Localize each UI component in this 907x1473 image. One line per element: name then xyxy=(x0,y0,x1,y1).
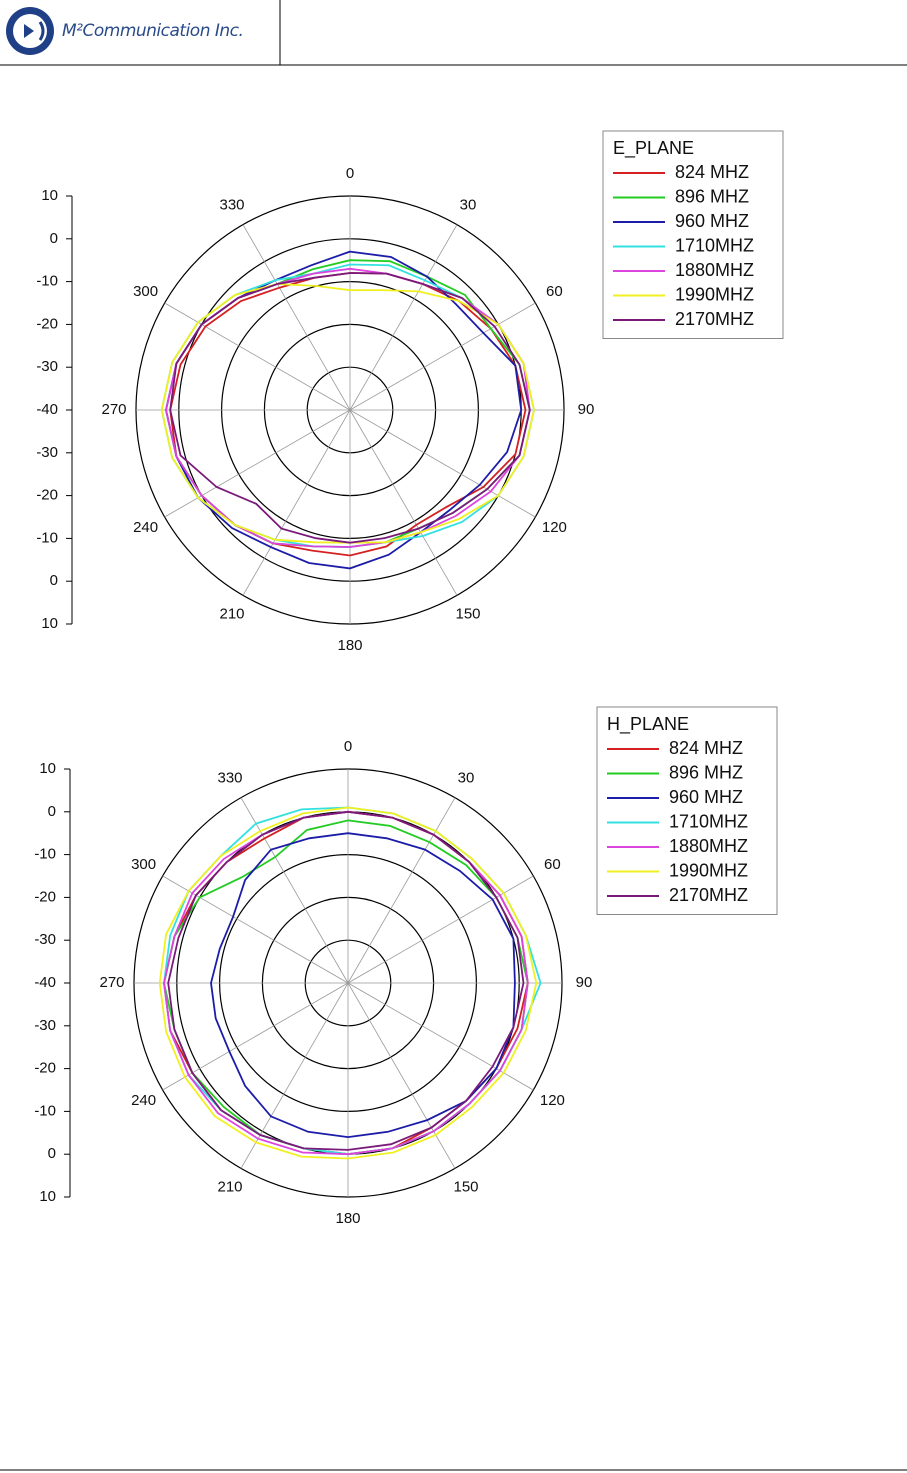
r-tick-label: 10 xyxy=(41,615,58,632)
r-tick-label: -10 xyxy=(34,846,56,863)
spoke xyxy=(240,797,349,984)
angle-label: 150 xyxy=(453,1178,478,1195)
legend-label: 2170MHZ xyxy=(669,885,748,905)
series-line xyxy=(210,832,516,1139)
angle-label: 330 xyxy=(217,770,242,787)
r-tick-label: -20 xyxy=(34,888,56,905)
angle-label: 270 xyxy=(101,401,126,418)
angle-label: 60 xyxy=(544,856,561,873)
legend-label: 960 MHZ xyxy=(669,787,743,807)
angle-label: 300 xyxy=(133,283,158,300)
logo-waves xyxy=(38,17,52,45)
r-tick-label: -20 xyxy=(36,315,58,332)
series-line xyxy=(169,272,531,544)
legend-label: 896 MHZ xyxy=(675,186,749,206)
spoke xyxy=(162,982,349,1091)
r-tick-label: 0 xyxy=(50,572,58,589)
spoke xyxy=(347,875,534,984)
spoke xyxy=(164,302,351,411)
legend-label: 824 MHZ xyxy=(675,162,749,182)
r-tick-label: -10 xyxy=(34,1102,56,1119)
spoke xyxy=(347,982,456,1169)
legend-title: E_PLANE xyxy=(613,138,694,159)
spoke xyxy=(240,982,349,1169)
angle-label: 30 xyxy=(458,770,475,787)
angle-label: 90 xyxy=(576,974,593,991)
legend-label: 896 MHZ xyxy=(669,762,743,782)
legend-title: H_PLANE xyxy=(607,714,689,735)
legend-label: 1880MHZ xyxy=(675,260,754,280)
angle-label: 0 xyxy=(344,738,352,755)
r-tick-label: -40 xyxy=(36,401,58,418)
legend-box xyxy=(596,706,778,915)
r-tick-label: -40 xyxy=(34,974,56,991)
r-tick-label: 10 xyxy=(39,760,56,777)
spoke xyxy=(242,224,351,411)
series-line xyxy=(167,810,525,1151)
legend-label: 824 MHZ xyxy=(669,738,743,758)
spoke xyxy=(162,875,349,984)
angle-label: 180 xyxy=(337,637,362,654)
legend-box xyxy=(602,130,784,339)
angle-label: 210 xyxy=(219,605,244,622)
series-line xyxy=(158,806,538,1160)
legend-label: 1990MHZ xyxy=(669,860,748,880)
r-tick-label: -20 xyxy=(36,487,58,504)
r-tick-label: -30 xyxy=(34,1017,56,1034)
spoke xyxy=(242,409,351,596)
polar-chart: 0 30 60 90 120 150 180 210 240 270 300 330 -40 -30 -30… xyxy=(34,706,778,1227)
spoke xyxy=(349,302,536,411)
angle-label: 240 xyxy=(133,519,158,536)
r-tick-label: -30 xyxy=(36,444,58,461)
series-line xyxy=(165,259,531,548)
angle-label: 210 xyxy=(217,1178,242,1195)
r-tick-label: -20 xyxy=(34,1060,56,1077)
angle-label: 60 xyxy=(546,283,563,300)
spoke xyxy=(164,409,351,518)
angle-label: 240 xyxy=(131,1092,156,1109)
series-line xyxy=(163,810,529,1156)
r-tick-label: 0 xyxy=(48,1145,56,1162)
logo-mark xyxy=(24,24,34,38)
r-tick-label: -30 xyxy=(36,358,58,375)
angle-label: 180 xyxy=(335,1210,360,1227)
polar-chart: 0 30 60 90 120 150 180 210 240 270 300 330 -40 -30 -30… xyxy=(36,130,784,654)
angle-label: 150 xyxy=(455,605,480,622)
spoke xyxy=(349,224,458,411)
angle-label: 120 xyxy=(542,519,567,536)
angle-label: 0 xyxy=(346,165,354,182)
angle-label: 90 xyxy=(578,401,595,418)
angle-label: 330 xyxy=(219,197,244,214)
r-tick-label: 10 xyxy=(39,1188,56,1205)
r-tick-label: 0 xyxy=(48,803,56,820)
r-tick-label: -30 xyxy=(34,931,56,948)
header: M²Communication Inc. xyxy=(0,0,907,66)
r-tick-label: 0 xyxy=(50,230,58,247)
spoke xyxy=(347,797,456,984)
spoke xyxy=(349,409,536,518)
legend-label: 1880MHZ xyxy=(669,836,748,856)
r-tick-label: 10 xyxy=(41,187,58,204)
legend-label: 1710MHZ xyxy=(675,235,754,255)
company-name: M²Communication Inc. xyxy=(62,21,243,41)
spoke xyxy=(349,409,458,596)
spoke xyxy=(347,982,534,1091)
r-tick-label: -10 xyxy=(36,529,58,546)
legend-label: 960 MHZ xyxy=(675,211,749,231)
legend-label: 1990MHZ xyxy=(675,284,754,304)
angle-label: 300 xyxy=(131,856,156,873)
angle-label: 270 xyxy=(99,974,124,991)
legend-label: 2170MHZ xyxy=(675,309,754,329)
angle-label: 30 xyxy=(460,197,477,214)
r-tick-label: -10 xyxy=(36,273,58,290)
legend-label: 1710MHZ xyxy=(669,811,748,831)
angle-label: 120 xyxy=(540,1092,565,1109)
